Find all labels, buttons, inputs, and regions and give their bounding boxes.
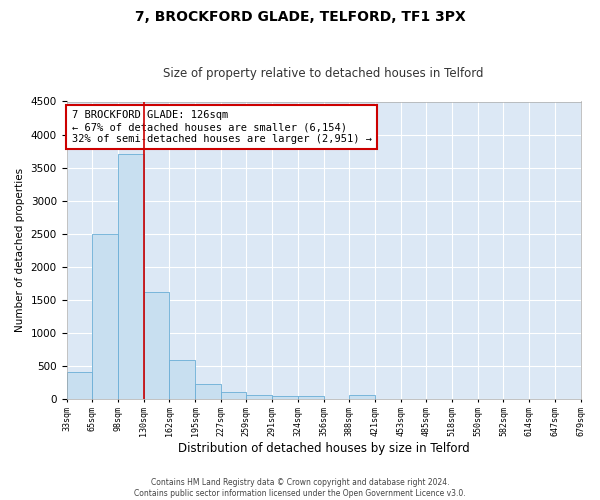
- Bar: [298, 396, 323, 399]
- Bar: [349, 395, 375, 399]
- Bar: [247, 395, 272, 399]
- Bar: [195, 384, 221, 399]
- Text: 7, BROCKFORD GLADE, TELFORD, TF1 3PX: 7, BROCKFORD GLADE, TELFORD, TF1 3PX: [134, 10, 466, 24]
- Bar: [143, 292, 169, 399]
- Bar: [67, 372, 92, 399]
- Text: Contains HM Land Registry data © Crown copyright and database right 2024.
Contai: Contains HM Land Registry data © Crown c…: [134, 478, 466, 498]
- X-axis label: Distribution of detached houses by size in Telford: Distribution of detached houses by size …: [178, 442, 469, 455]
- Title: Size of property relative to detached houses in Telford: Size of property relative to detached ho…: [163, 66, 484, 80]
- Bar: [221, 392, 247, 399]
- Bar: [169, 360, 195, 399]
- Bar: [92, 234, 118, 399]
- Bar: [118, 154, 143, 399]
- Y-axis label: Number of detached properties: Number of detached properties: [15, 168, 25, 332]
- Bar: [272, 396, 298, 399]
- Text: 7 BROCKFORD GLADE: 126sqm
← 67% of detached houses are smaller (6,154)
32% of se: 7 BROCKFORD GLADE: 126sqm ← 67% of detac…: [71, 110, 371, 144]
